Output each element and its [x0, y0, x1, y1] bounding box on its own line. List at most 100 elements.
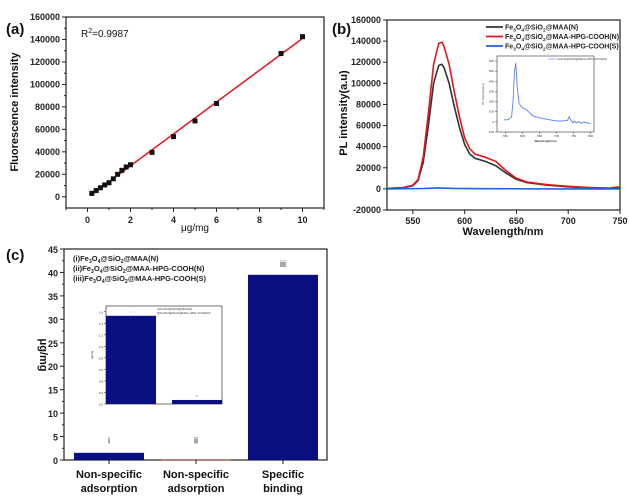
- panel-b-legend: Fe3O4@SiO2@MAA(N) Fe3O4@SiO2@MAA-HPG-COOH…: [486, 25, 619, 53]
- x-tick-label: 4: [171, 215, 176, 225]
- inset-x-tick-label: 750: [571, 134, 576, 138]
- y-tick-label: 35: [48, 292, 58, 302]
- data-point: [214, 101, 219, 107]
- inset-y-tick-label: 100: [489, 110, 494, 114]
- x-tick-label: 10: [297, 215, 307, 225]
- inset-y-tick-label: 1.2: [99, 333, 104, 337]
- y-tick-label: 120000: [351, 57, 381, 67]
- data-point: [128, 162, 133, 168]
- legend-label: (iii)Fe3O4@SiO2@MAA-HPG-COOH(S): [73, 274, 206, 285]
- inset-y-tick-label: 300: [489, 89, 494, 93]
- panel-a-label: (a): [6, 21, 24, 38]
- legend-label: Fe3O4@SiO2@MAA(N): [505, 25, 578, 34]
- x-tick-label: 6: [214, 215, 219, 225]
- y-tick-label: 30: [48, 315, 58, 325]
- legend-label: (ii)Fe3O4@SiO2@MAA-HPG-COOH(N): [73, 264, 205, 275]
- inset-y-tick-label: 0.2: [99, 391, 104, 395]
- inset-xlabel: Wavelength/nm: [534, 139, 556, 143]
- y-tick-label: 120000: [30, 57, 60, 67]
- inset-x-tick-label: 650: [537, 134, 542, 138]
- y-tick-label: 80000: [35, 102, 60, 112]
- inset-bar: [172, 399, 222, 404]
- y-tick-label: 60000: [35, 124, 60, 134]
- inset-y-tick-label: 200: [489, 100, 494, 104]
- panel-b-label: (b): [332, 21, 351, 38]
- panel-a-yticks: 0 20000 40000 60000 80000 100000 120000 140000 1…: [30, 12, 66, 202]
- category-label: binding: [263, 483, 303, 495]
- panel-b-series: [386, 41, 621, 190]
- bar: [74, 452, 144, 460]
- inset-y-tick-label: 0: [492, 120, 494, 124]
- data-point: [171, 134, 176, 140]
- inset-y-tick-label: 0.4: [99, 379, 104, 383]
- inset-bar-label: i: [131, 310, 132, 314]
- inset-y-tick-label: 400: [489, 79, 494, 83]
- y-tick-label: 25: [48, 339, 58, 349]
- panel-b-xlabel: Wavelength/nm: [463, 226, 544, 238]
- inset-y-tick-label: 500: [489, 69, 494, 73]
- inset-y-tick-label: -100: [488, 130, 494, 134]
- y-tick-label: 140000: [351, 36, 381, 46]
- inset-frame: [496, 55, 595, 133]
- y-tick-label: 5: [53, 433, 58, 443]
- inset-y-tick-label: 1.4: [99, 322, 104, 326]
- panel-a-r2-annotation: R2=0.9987: [81, 28, 129, 40]
- data-point: [110, 176, 116, 182]
- y-tick-label: 160000: [30, 12, 60, 22]
- legend-label: Fe3O4@SiO2@MAA-HPG-COOH(S): [505, 44, 619, 53]
- category-label: Non-specific: [163, 469, 229, 481]
- y-tick-label: 100000: [351, 78, 381, 88]
- data-point: [89, 190, 95, 196]
- bar: [248, 274, 318, 460]
- y-tick-label: 45: [48, 245, 58, 255]
- inset-x-tick-label: 550: [503, 134, 508, 138]
- inset-legend-label: Fe3O4@SiO2@MAA-HPG-COOH(S): [557, 57, 607, 61]
- category-label: Specific: [262, 469, 304, 481]
- panel-c-inset: 0.00.20.40.60.81.01.21.41.6 iii(i)Fe3O4@S…: [90, 305, 223, 407]
- data-point: [106, 180, 112, 186]
- bar-label: ii: [194, 436, 198, 446]
- inset-y-tick-label: 0.0: [99, 403, 104, 407]
- data-point: [192, 118, 198, 124]
- inset-bar-label: ii: [196, 394, 198, 398]
- panel-a-frame: [65, 16, 325, 209]
- y-tick-label: 20000: [35, 169, 60, 179]
- panel-b-yticks: -20000 0 20000 40000 60000 80000 100000 120000 1…: [351, 15, 387, 215]
- inset-x-tick-label: 700: [554, 134, 559, 138]
- inset-y-tick-label: 600: [489, 59, 494, 63]
- inset-y-tick-label: 1.6: [99, 310, 104, 314]
- y-tick-label: 0: [55, 192, 60, 202]
- legend-label: (i)Fe3O4@SiO2@MAA(N): [73, 254, 159, 265]
- data-point: [300, 34, 305, 40]
- data-point: [278, 51, 284, 57]
- data-point: [97, 185, 103, 191]
- x-tick-label: 8: [257, 215, 262, 225]
- y-tick-label: 40: [48, 268, 58, 278]
- panel-b-inset: -100 0 100 200 300 400 500 600 550 600 650 700 750 80…: [481, 55, 607, 143]
- y-tick-label: -20000: [353, 205, 381, 215]
- category-label: adsorption: [81, 483, 138, 495]
- bar-label: iii: [280, 259, 286, 269]
- series-line-2: [386, 41, 621, 190]
- x-tick-label: 750: [612, 216, 627, 226]
- panel-b-frame: [386, 19, 621, 211]
- panel-a-ylabel: Fluorescence intensity: [9, 52, 21, 172]
- inset-series-line: [503, 63, 591, 124]
- inset-ylabel: PL intensity(a.u): [481, 83, 485, 105]
- panel-a-points: [89, 34, 305, 196]
- data-point: [102, 182, 108, 188]
- y-tick-label: 160000: [351, 15, 381, 25]
- data-point: [149, 149, 155, 155]
- x-tick-label: 2: [128, 215, 133, 225]
- y-tick-label: 40000: [356, 142, 381, 152]
- inset-y-tick-label: 0.6: [99, 368, 104, 372]
- data-point: [115, 171, 121, 177]
- inset-y-tick-label: 0.8: [99, 356, 104, 360]
- series-line-3: [386, 187, 620, 190]
- y-tick-label: 0: [53, 456, 58, 466]
- x-tick-label: 0: [85, 215, 90, 225]
- panel-c-yticks: 0 5 10 15 20 25 30 35 40 45: [48, 245, 64, 466]
- y-tick-label: 20000: [356, 163, 381, 173]
